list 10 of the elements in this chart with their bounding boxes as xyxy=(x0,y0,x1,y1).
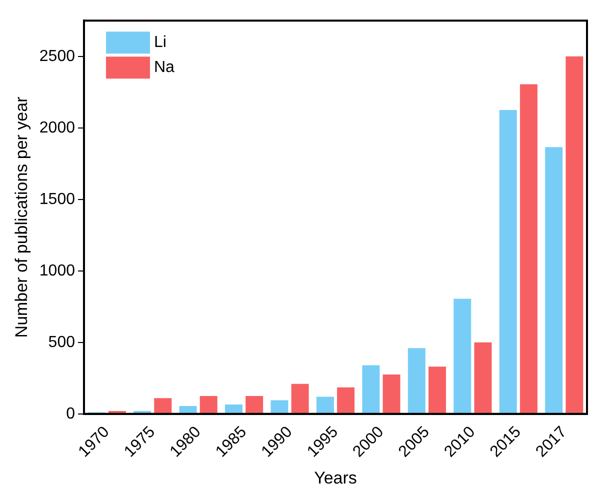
y-tick-label: 500 xyxy=(48,334,76,351)
y-tick-label: 1500 xyxy=(39,190,76,208)
legend-label: Na xyxy=(154,59,175,76)
x-axis-title: Years xyxy=(314,468,357,488)
y-tick-label: 2000 xyxy=(39,119,76,136)
legend-label: Li xyxy=(154,34,166,52)
y-tick-label: 1000 xyxy=(39,262,76,280)
y-axis-title: Number of publications per year xyxy=(12,96,31,338)
y-tick-label: 2500 xyxy=(39,48,76,65)
y-tick-label: 0 xyxy=(66,405,76,422)
